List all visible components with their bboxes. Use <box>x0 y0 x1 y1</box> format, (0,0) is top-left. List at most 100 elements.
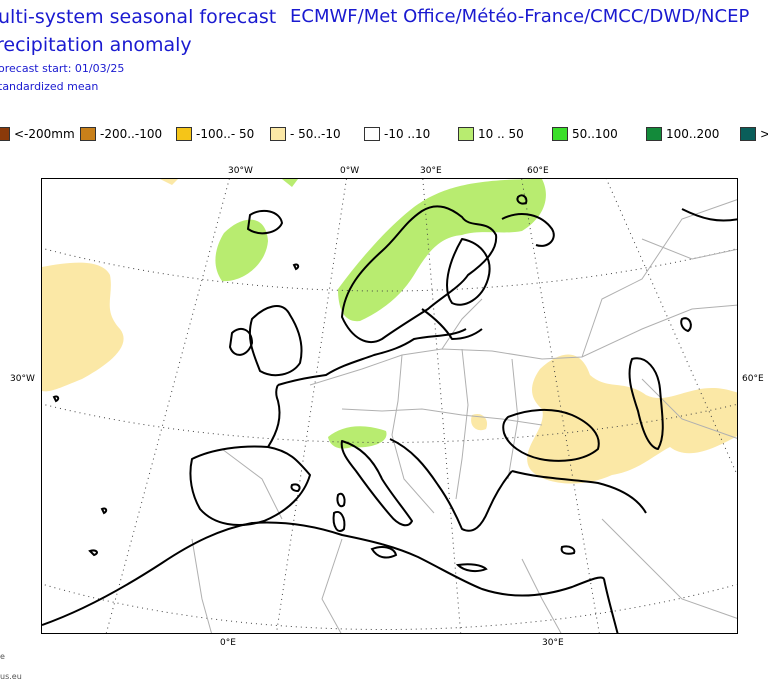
legend-swatch <box>364 127 380 141</box>
legend-label: 50..100 <box>572 127 618 141</box>
island-cyprus <box>560 545 576 555</box>
border-line <box>455 348 469 500</box>
lon-label-top: 0°W <box>340 166 360 176</box>
centres-title: ECMWF/Met Office/Météo-France/CMCC/DWD/N… <box>290 6 750 27</box>
legend-label: 10 .. 50 <box>478 127 524 141</box>
wet-anomaly-scandinavia <box>338 179 546 322</box>
island-novaya <box>680 317 692 333</box>
coast-iberia <box>189 445 311 526</box>
legend-label: > <box>760 127 768 141</box>
coast-ireland <box>229 327 253 356</box>
border-line <box>391 354 435 514</box>
lat-label-right: 60°E <box>742 374 764 384</box>
legend-item: <-200mm <box>0 127 75 141</box>
dry-anomaly-eastern <box>527 354 737 484</box>
island-balearics <box>290 483 301 493</box>
border-line <box>191 538 212 633</box>
border-line <box>641 378 737 439</box>
island-madeira <box>100 507 108 515</box>
coast-france <box>267 384 281 448</box>
legend-label: - 50..-10 <box>290 127 341 141</box>
coast-levant <box>603 578 619 633</box>
title-line-1: ulti-system seasonal forecast <box>0 6 277 28</box>
coast-white-sea <box>501 213 555 247</box>
legend-label: -100..- 50 <box>196 127 255 141</box>
legend-item: > <box>740 127 768 141</box>
legend-swatch <box>740 127 756 141</box>
dry-anomaly-top <box>160 179 178 185</box>
graticule-line <box>275 179 347 633</box>
wet-anomaly-north <box>282 179 298 187</box>
graticule-line <box>105 179 230 633</box>
legend-item: -100..- 50 <box>176 127 254 141</box>
border-line <box>521 558 562 633</box>
island-corsica <box>336 492 346 508</box>
lon-label-top: 60°E <box>527 166 549 176</box>
legend-item: 10 .. 50 <box>458 127 524 141</box>
coast-iceland <box>247 209 283 235</box>
legend-swatch <box>0 127 10 141</box>
coast-britain <box>248 305 303 377</box>
legend-label: -200..-100 <box>100 127 163 141</box>
legend-swatch <box>552 127 568 141</box>
island-crete <box>455 563 488 573</box>
border-line <box>441 298 483 350</box>
dry-anomaly-atlantic <box>42 262 124 392</box>
legend-swatch <box>176 127 192 141</box>
legend-swatch <box>646 127 662 141</box>
statistic-label: tandardized mean <box>0 80 99 93</box>
island-sicily <box>370 546 398 559</box>
footer-text-1: e <box>0 652 5 661</box>
border-line <box>581 199 737 358</box>
border-line <box>341 408 543 426</box>
legend-swatch <box>80 127 96 141</box>
wet-anomaly-iceland <box>215 219 268 282</box>
island-canaries <box>88 549 98 557</box>
island-sardinia <box>332 511 346 532</box>
legend-swatch <box>270 127 286 141</box>
graticule <box>42 179 737 633</box>
lon-label-top: 30°E <box>420 166 442 176</box>
lon-label-top: 30°W <box>228 166 253 176</box>
coast-north-africa <box>42 521 605 626</box>
legend-item: -10 ..10 <box>364 127 430 141</box>
coast-black-sea <box>502 408 600 462</box>
border-line <box>321 538 343 633</box>
legend-item: 50..100 <box>552 127 618 141</box>
coast-anatolia <box>511 470 647 514</box>
islands <box>52 194 692 573</box>
legend-label: 100..200 <box>666 127 720 141</box>
island-svalbard <box>516 194 528 205</box>
legend-swatch <box>458 127 474 141</box>
island-azores <box>52 395 60 403</box>
coast-western-europe <box>277 328 467 386</box>
forecast-map <box>41 178 738 634</box>
graticule-line <box>42 583 737 630</box>
legend-label: <-200mm <box>14 127 75 141</box>
coast-baltic <box>421 308 483 340</box>
title-line-2: recipitation anomaly <box>0 34 192 56</box>
forecast-start-label: orecast start: 01/03/25 <box>0 62 125 75</box>
border-line <box>601 518 737 619</box>
map-canvas <box>42 179 737 633</box>
color-legend: <-200mm -200..-100 -100..- 50 - 50..-10 … <box>0 127 768 147</box>
coast-arctic <box>681 208 737 222</box>
dry-anomaly-central <box>471 413 488 431</box>
coast-scandinavia <box>341 205 498 344</box>
border-line <box>641 238 737 260</box>
country-borders <box>191 199 737 633</box>
lon-label-bottom: 0°E <box>220 638 236 648</box>
graticule-line <box>521 179 600 633</box>
legend-label: -10 ..10 <box>384 127 431 141</box>
lat-label-left: 30°W <box>10 374 35 384</box>
border-line <box>507 358 519 480</box>
border-line <box>309 304 737 386</box>
island-faroe <box>292 263 300 271</box>
legend-item: -200..-100 <box>80 127 162 141</box>
coastlines <box>42 205 737 633</box>
border-line <box>221 448 283 520</box>
footer-text-2: us.eu <box>0 672 22 681</box>
wet-anomaly-alps <box>328 426 387 449</box>
coast-italy <box>340 440 413 527</box>
coast-caspian <box>628 357 664 450</box>
